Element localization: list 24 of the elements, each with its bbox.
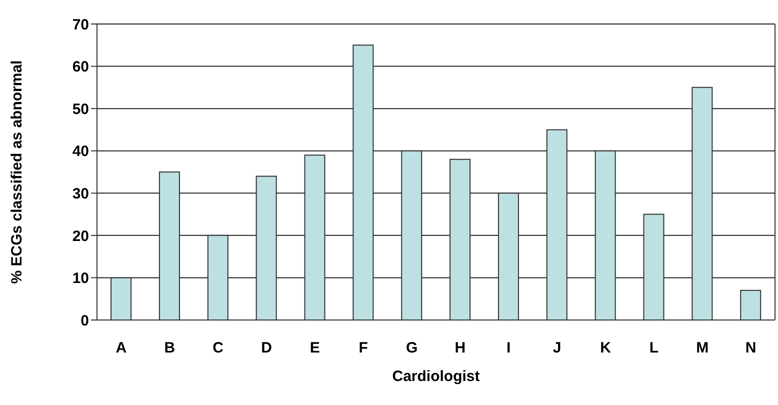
x-tick-label: D [261, 340, 272, 357]
y-tick-label: 40 [72, 143, 89, 160]
y-tick-label: 10 [72, 270, 89, 288]
x-tick-label: C [212, 340, 224, 357]
x-tick-label: F [358, 340, 368, 357]
y-tick-label: 30 [72, 185, 89, 202]
x-tick-label: E [310, 340, 320, 357]
x-tick-label: K [600, 340, 612, 357]
x-tick-label: B [164, 340, 176, 357]
y-tick-label: 70 [72, 16, 89, 34]
x-tick-label: H [454, 340, 466, 357]
x-tick-label: J [552, 340, 562, 357]
x-tick-label: G [406, 340, 418, 357]
y-tick-label: 60 [72, 58, 89, 76]
y-tick-label: 50 [72, 100, 89, 118]
x-axis-title: Cardiologist [392, 368, 480, 385]
x-tick-label: A [116, 340, 127, 357]
x-tick-label: I [506, 340, 511, 357]
y-tick-label: 20 [72, 228, 89, 245]
x-tick-label: M [696, 340, 709, 357]
y-axis-title: % ECGs classified as abnormal [8, 60, 26, 284]
x-tick-label: N [745, 340, 756, 357]
x-tick-label: L [649, 340, 659, 357]
y-tick-label: 0 [80, 312, 89, 330]
